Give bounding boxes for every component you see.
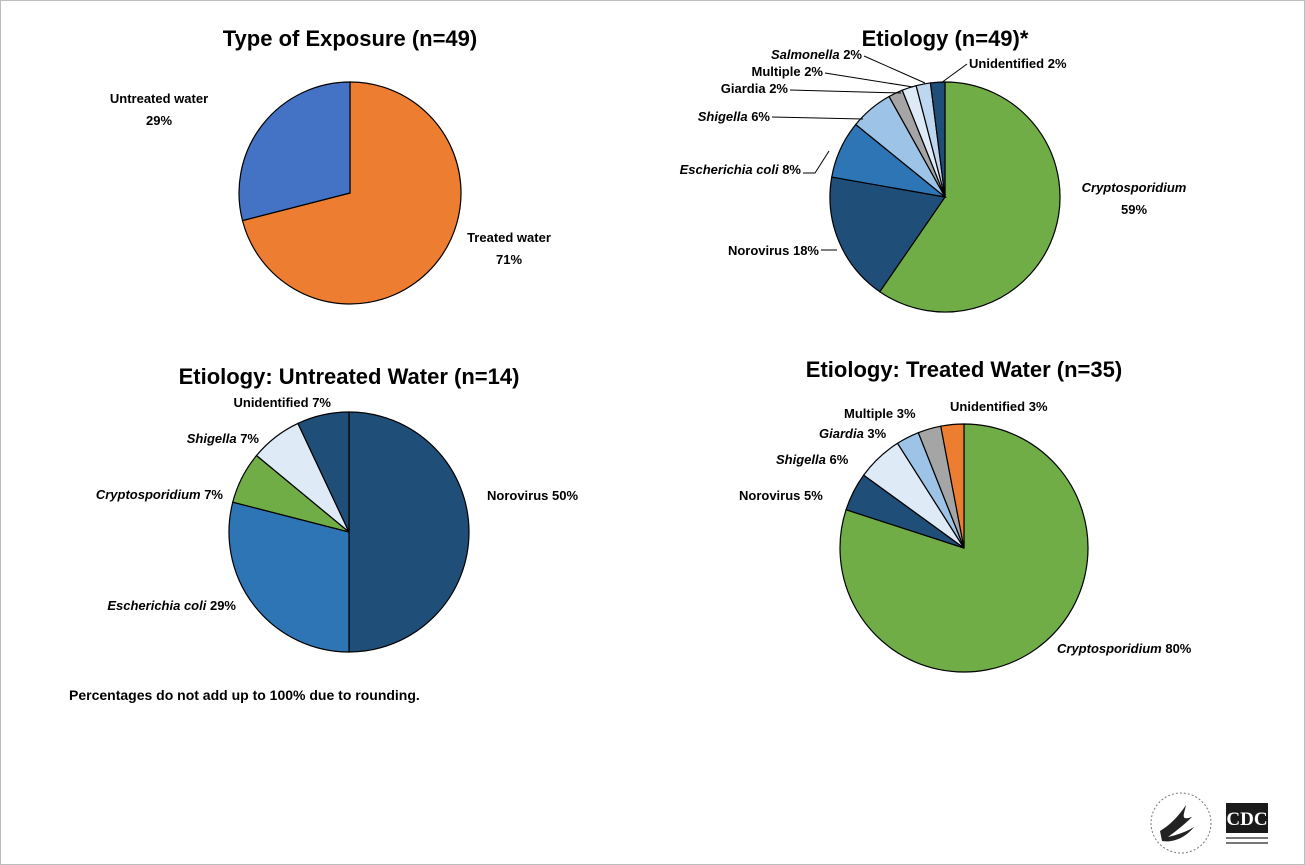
chart-title: Type of Exposure (n=49) [223, 26, 477, 51]
pie-slice-untreated-water [238, 81, 351, 222]
chart-title: Etiology: Treated Water (n=35) [806, 357, 1122, 382]
pie-chart-etiology-treated: Etiology: Treated Water (n=35) Cryptospor… [739, 357, 1192, 673]
pie-slice-escherichia-coli [228, 501, 350, 653]
logos: CDC [1146, 787, 1271, 864]
slice-label-untreated-water-pct: 29% [146, 113, 172, 128]
slice-label-cryptosporidium: Cryptosporidium [1082, 180, 1187, 195]
pie-slice-norovirus [348, 411, 470, 653]
pie-slice-treated-water [241, 81, 462, 305]
leader-line-shigella [771, 116, 864, 120]
pie-slice-unidentified [929, 81, 946, 198]
slice-label-giardia: Giardia 2% [721, 81, 789, 96]
slice-label-cryptosporidium-pct: 59% [1121, 202, 1147, 217]
slice-label-shigella: Shigella 7% [187, 431, 260, 446]
slice-label-norovirus: Norovirus 18% [728, 243, 819, 258]
slice-label-multiple: Multiple 2% [751, 64, 823, 79]
slice-label-unidentified: Unidentified 2% [969, 56, 1067, 71]
pie-slice-cryptosporidium [878, 81, 1061, 313]
slice-label-cryptosporidium: Cryptosporidium 7% [96, 487, 224, 502]
pie-slice-unidentified [297, 411, 350, 533]
slice-label-unidentified: Unidentified 3% [950, 399, 1048, 414]
footnote: Percentages do not add up to 100% due to… [69, 687, 420, 703]
slice-label-treated-water-pct: 71% [496, 252, 522, 267]
pie-chart-etiology-untreated: Etiology: Untreated Water (n=14) Noroviru… [96, 364, 578, 653]
leader-line-multiple [824, 72, 914, 88]
chart-title: Etiology: Untreated Water (n=14) [179, 364, 520, 389]
slice-label-shigella: Shigella 6% [776, 452, 849, 467]
slice-label-shigella: Shigella 6% [698, 109, 771, 124]
pie-chart-exposure: Type of Exposure (n=49) Treated water 71% U… [110, 26, 551, 305]
slice-label-treated-water: Treated water [467, 230, 551, 245]
pie-slice-norovirus [829, 176, 947, 293]
slice-label-unidentified: Unidentified 7% [233, 395, 331, 410]
slice-label-norovirus: Norovirus 5% [739, 488, 823, 503]
hhs-eagle-seal-icon [1150, 792, 1212, 854]
pie-chart-etiology-all: Etiology (n=49)* Cryptosporidium 59% Norovi… [680, 26, 1187, 313]
leader-line-giardia [789, 89, 902, 94]
slice-label-salmonella: Salmonella 2% [771, 47, 862, 62]
leader-line-salmonella [863, 55, 926, 84]
pie-slice-unidentified [940, 423, 965, 549]
slice-label-escherichia-coli: Escherichia coli 8% [680, 162, 802, 177]
slice-label-cryptosporidium: Cryptosporidium 80% [1057, 641, 1192, 656]
cdc-logo: CDC [1226, 803, 1268, 844]
chart-title: Etiology (n=49)* [862, 26, 1029, 51]
slice-label-untreated-water: Untreated water [110, 91, 208, 106]
slice-label-multiple: Multiple 3% [844, 406, 916, 421]
slice-label-escherichia-coli: Escherichia coli 29% [107, 598, 236, 613]
slice-label-norovirus: Norovirus 50% [487, 488, 578, 503]
slice-label-giardia: Giardia 3% [819, 426, 887, 441]
leader-line-unidentified [940, 63, 968, 84]
leader-line-escherichia-coli [803, 150, 830, 174]
cdc-logo-text: CDC [1226, 809, 1267, 830]
